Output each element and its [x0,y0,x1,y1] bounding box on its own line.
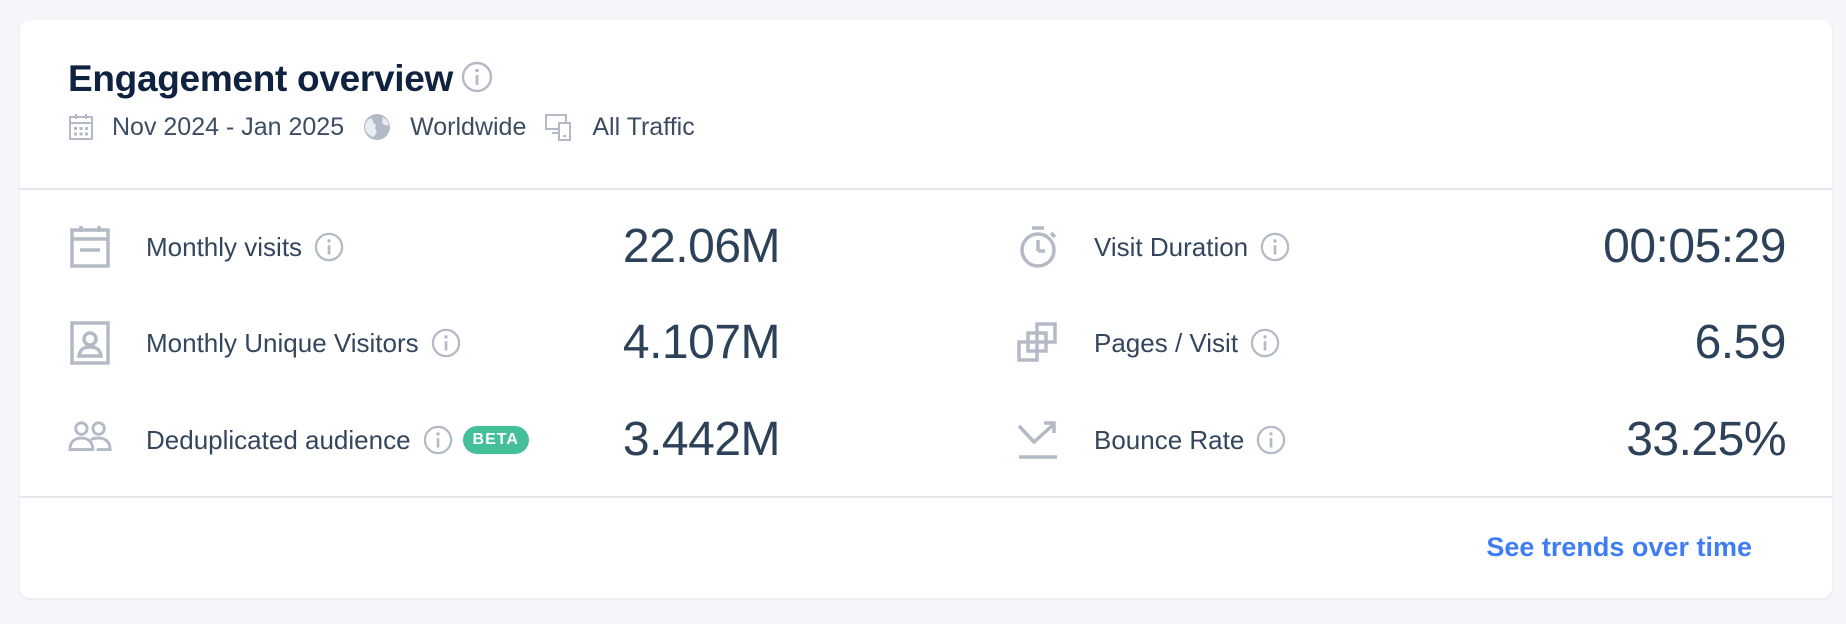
user-card-icon [68,321,112,365]
metric-visit-duration: Visit Duration [1016,217,1290,277]
metric-value: 22.06M [622,220,781,273]
metric-bounce-rate: Bounce Rate [1016,410,1286,470]
metric-deduplicated-audience: Deduplicated audience BETA [68,410,529,470]
date-range-label: Nov 2024 - Jan 2025 [112,112,345,141]
engagement-overview-card: Engagement overview Nov 2024 - Jan 2025 [20,20,1832,598]
metric-label: Deduplicated audience [146,424,411,455]
beta-badge: BETA [462,426,529,454]
pages-icon [1016,321,1060,365]
stopwatch-icon [1016,225,1060,269]
info-icon[interactable] [1250,328,1280,358]
info-icon[interactable] [314,232,344,262]
region-label: Worldwide [410,112,527,141]
metric-label: Bounce Rate [1094,424,1245,455]
calendar-icon [68,225,112,269]
card-title: Engagement overview [68,58,453,99]
info-icon[interactable] [461,61,493,93]
metric-value: 4.107M [622,316,781,369]
metric-value: 3.442M [622,413,781,466]
devices-icon [545,114,572,141]
date-range-filter[interactable]: Nov 2024 - Jan 2025 [68,113,344,142]
metric-label: Monthly visits [146,231,303,262]
metric-label: Monthly Unique Visitors [146,327,419,358]
metric-label: Pages / Visit [1094,327,1239,358]
calendar-small-icon [69,114,93,140]
people-icon [68,418,112,462]
title-row: Engagement overview [68,58,493,100]
metric-monthly-visits: Monthly visits [68,217,344,277]
metric-monthly-unique-visitors: Monthly Unique Visitors [68,313,461,373]
metric-value: 33.25% [1626,413,1786,466]
info-icon[interactable] [1260,232,1290,262]
region-filter[interactable]: Worldwide [362,112,526,142]
globe-icon [364,114,391,140]
see-trends-link[interactable]: See trends over time [1486,532,1752,562]
info-icon[interactable] [431,328,461,358]
bounce-icon [1016,418,1060,462]
metric-value: 00:05:29 [1603,220,1786,273]
info-icon[interactable] [423,425,453,455]
metric-value: 6.59 [1694,316,1787,369]
info-icon[interactable] [1256,425,1286,455]
header-divider [20,188,1832,190]
footer-divider [20,496,1832,498]
metric-label: Visit Duration [1094,231,1249,262]
traffic-label: All Traffic [592,112,695,141]
metric-pages-per-visit: Pages / Visit [1016,313,1280,373]
filters-row: Nov 2024 - Jan 2025 Worldwide All Traffi… [68,112,713,142]
traffic-filter[interactable]: All Traffic [544,112,695,142]
card-header: Engagement overview Nov 2024 - Jan 2025 [68,20,1832,188]
